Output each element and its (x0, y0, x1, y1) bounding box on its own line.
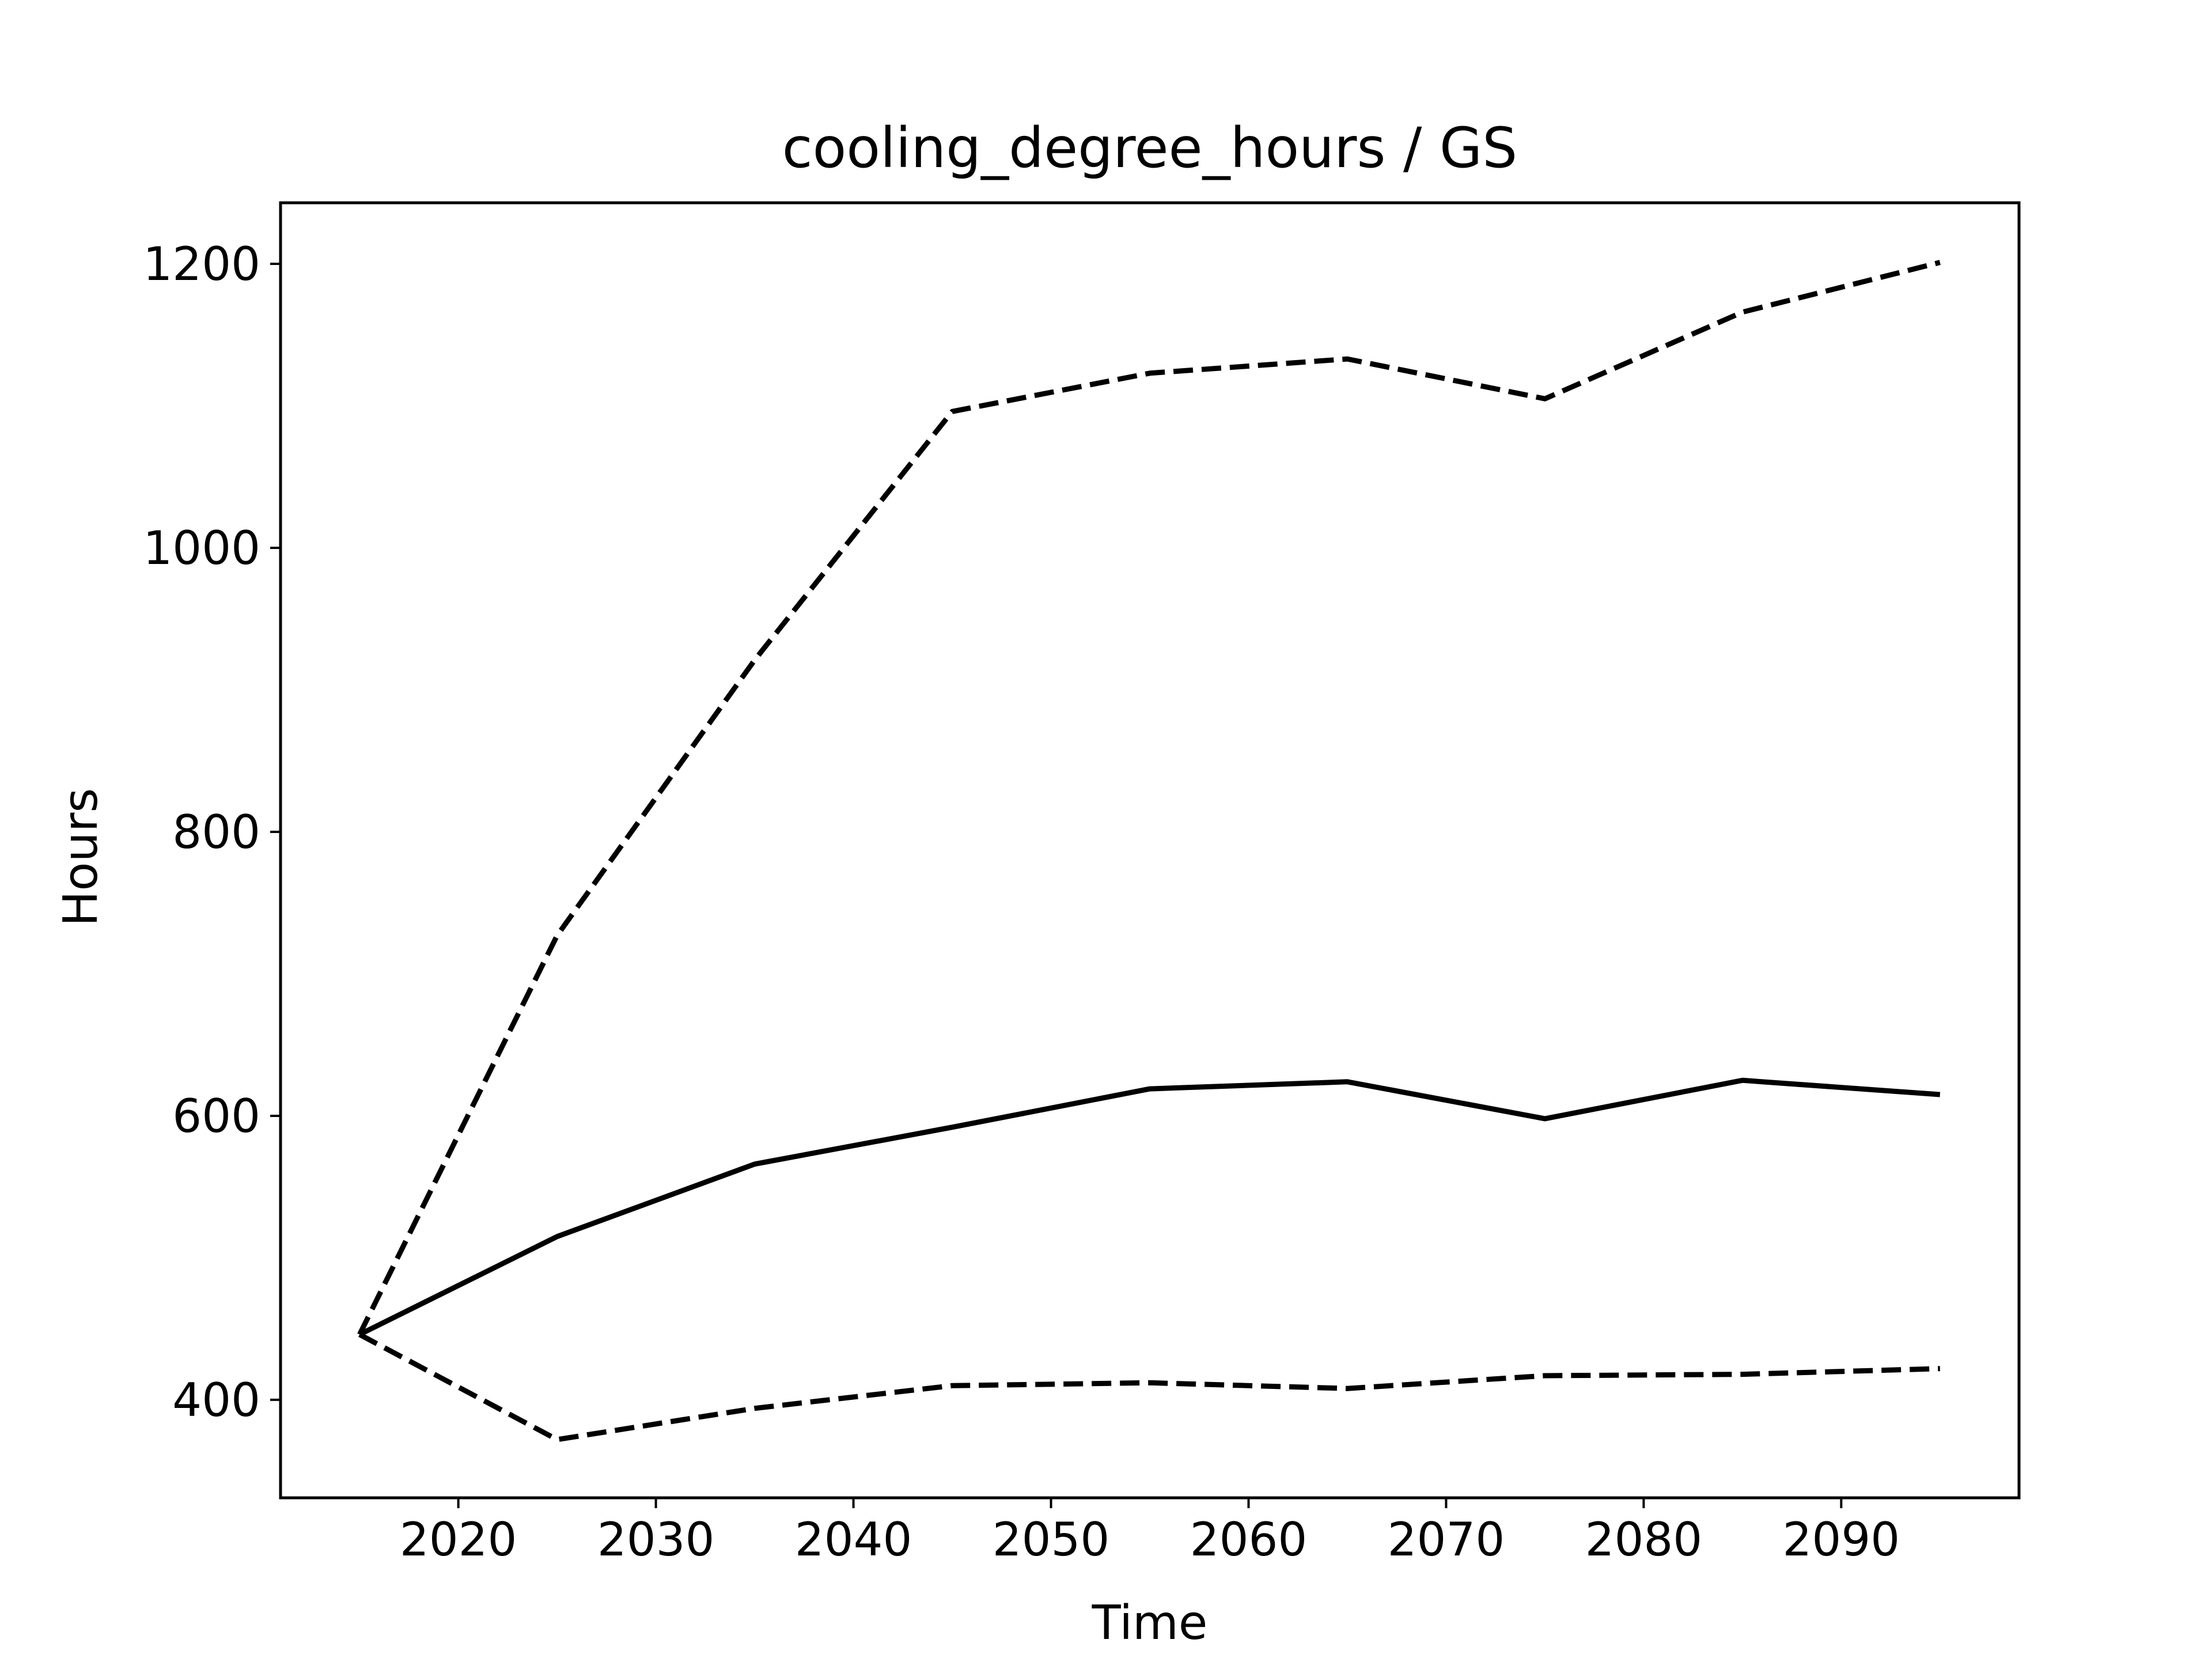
x-tick-label: 2080 (1585, 1513, 1703, 1566)
x-tick-label: 2020 (400, 1513, 517, 1566)
x-axis-label: Time (1092, 1596, 1208, 1650)
y-axis-label: Hours (54, 788, 108, 926)
y-tick-label: 600 (172, 1089, 260, 1143)
x-tick-label: 2040 (795, 1513, 912, 1566)
x-tick-label: 2070 (1388, 1513, 1505, 1566)
solid-series-line-0 (358, 1077, 1941, 1337)
tick-layer: 2020 2030 2040 2050 2060 2070 2080 2090 400 600 80… (143, 237, 1900, 1566)
series-layer (357, 260, 1941, 1443)
y-tick-label: 800 (172, 805, 260, 859)
dashed-series-line-1 (357, 260, 1941, 1336)
y-tick-label: 1000 (143, 521, 260, 575)
x-tick-label: 2050 (993, 1513, 1110, 1566)
dashed-series-line-2 (358, 1332, 1940, 1443)
x-tick-label: 2060 (1190, 1513, 1308, 1566)
plot-frame (279, 201, 2021, 1500)
y-tick-label: 1200 (143, 237, 260, 291)
y-tick-label: 400 (172, 1373, 260, 1427)
x-tick-label: 2090 (1783, 1513, 1900, 1566)
chart-title: cooling_degree_hours / GS (782, 116, 1517, 180)
x-tick-label: 2030 (597, 1513, 715, 1566)
